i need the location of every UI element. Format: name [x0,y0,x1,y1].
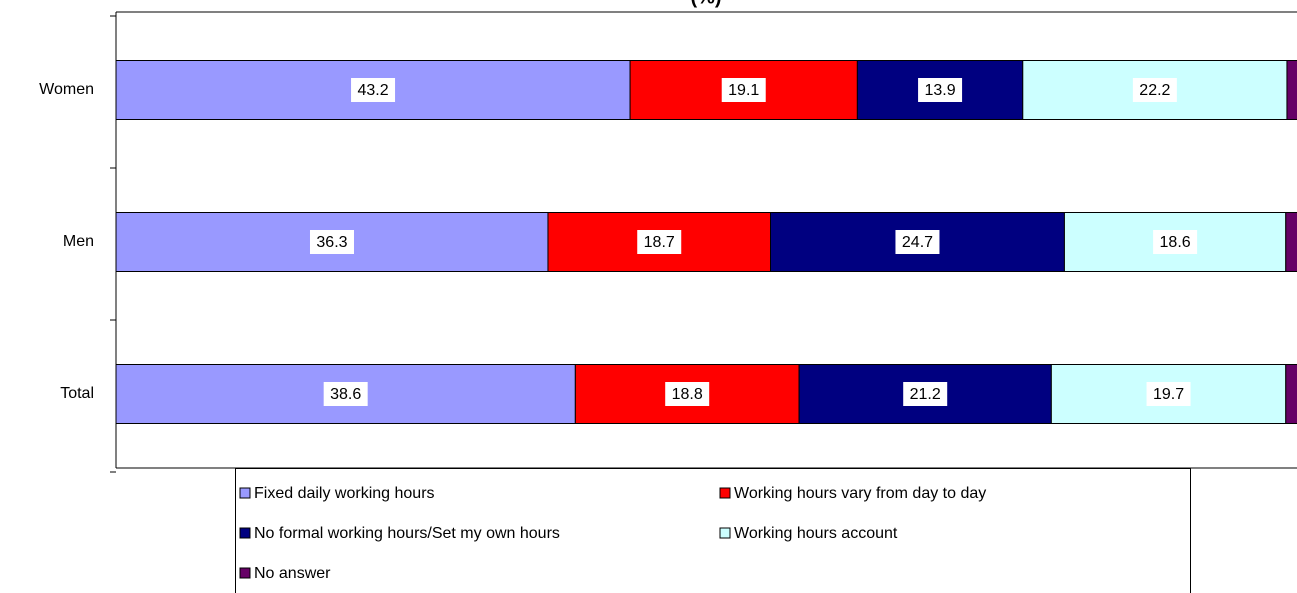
data-label-box [1132,78,1177,102]
bar-segment [1285,364,1297,424]
data-label-box [721,78,766,102]
data-label-box [1146,382,1191,406]
data-label: 36.3 [316,234,347,251]
legend-box [235,468,1191,593]
data-label-box [309,230,354,254]
data-label: 18.7 [644,234,675,251]
legend-label: Working hours account [734,525,898,542]
legend-swatch [239,527,251,539]
bar-segment [1285,212,1297,272]
data-label-box [903,382,948,406]
legend-label: Working hours vary from day to day [734,485,986,502]
legend-swatch [719,527,731,539]
data-label: 22.2 [1139,82,1170,99]
data-label: 43.2 [357,82,388,99]
y-tick-label: Women [39,81,94,98]
data-label: 24.7 [902,234,933,251]
data-label: 19.7 [1153,386,1184,403]
legend-label: No formal working hours/Set my own hours [254,525,560,542]
y-tick-label: Men [63,233,94,250]
data-label: 19.1 [728,82,759,99]
y-tick-label: Total [60,385,94,402]
data-label: 21.2 [910,386,941,403]
data-label-box [895,230,940,254]
legend-label: Fixed daily working hours [254,485,435,502]
data-label-box [665,382,710,406]
data-label: 18.6 [1160,234,1191,251]
data-label-box [323,382,368,406]
legend-swatch [239,567,251,579]
data-label-box [918,78,963,102]
legend-label: No answer [254,565,331,582]
data-label-box [637,230,682,254]
bar-segment [1286,60,1297,120]
data-label: 18.8 [672,386,703,403]
legend-swatch [239,487,251,499]
data-label-box [351,78,396,102]
data-label: 38.6 [330,386,361,403]
chart-title: (%) [690,0,721,8]
data-label-box [1153,230,1198,254]
data-label: 13.9 [925,82,956,99]
legend-swatch [719,487,731,499]
